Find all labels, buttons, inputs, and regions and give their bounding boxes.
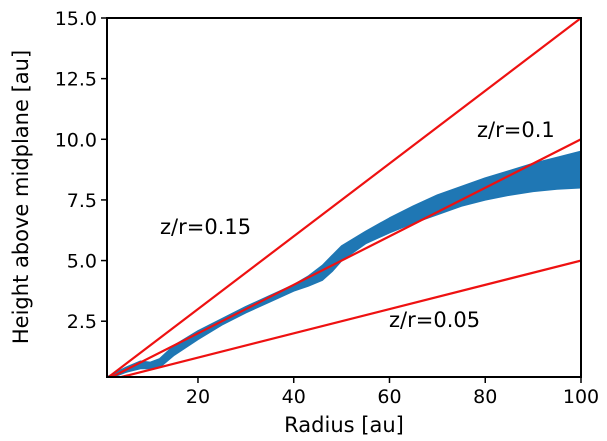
y-axis-label: Height above midplane [au] bbox=[9, 50, 33, 344]
y-tick-label: 7.5 bbox=[67, 190, 97, 212]
reference-line-z-r-0-05 bbox=[116, 259, 581, 377]
y-tick-label: 10.0 bbox=[55, 129, 97, 151]
annotation-z-r-0-05: z/r=0.05 bbox=[389, 308, 480, 332]
annotation-z-r-0-1: z/r=0.1 bbox=[477, 118, 555, 142]
axis-ticks: 20 40 60 80 100 2.5 5.0 7.5 10.0 12.5 15.0 bbox=[55, 8, 599, 408]
plot-area bbox=[107, 18, 581, 377]
x-tick-label: 40 bbox=[282, 386, 306, 408]
x-tick-label: 60 bbox=[377, 386, 401, 408]
plot-frame bbox=[106, 17, 582, 378]
y-tick-label: 5.0 bbox=[67, 251, 97, 273]
x-tick-label: 100 bbox=[563, 386, 599, 408]
y-tick-label: 12.5 bbox=[55, 69, 97, 91]
y-tick-label: 15.0 bbox=[55, 8, 97, 30]
y-tick-label: 2.5 bbox=[67, 311, 97, 333]
x-axis-label: Radius [au] bbox=[284, 413, 404, 437]
x-tick-label: 80 bbox=[473, 386, 497, 408]
reference-line-z-r-0-15 bbox=[107, 18, 581, 377]
reference-line-z-r-0-1 bbox=[109, 138, 581, 377]
x-tick-label: 20 bbox=[186, 386, 210, 408]
annotation-z-r-0-15: z/r=0.15 bbox=[160, 215, 251, 239]
